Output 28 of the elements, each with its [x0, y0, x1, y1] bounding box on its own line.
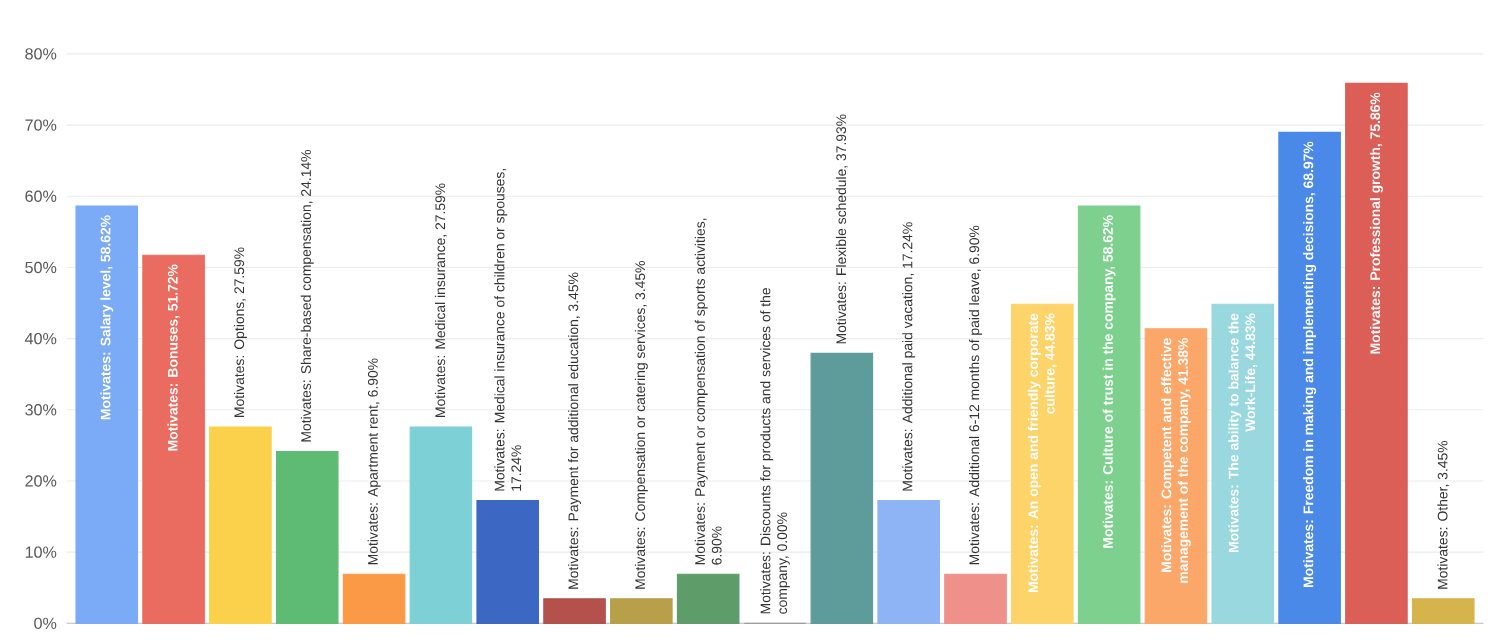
y-tick-label: 30% — [25, 404, 57, 416]
bar — [1278, 131, 1341, 624]
bar — [1011, 303, 1074, 624]
bar — [610, 598, 673, 624]
y-tick-label: 0% — [34, 617, 57, 630]
bar — [142, 254, 205, 624]
bar — [476, 500, 540, 624]
bar — [877, 500, 940, 624]
bar — [209, 426, 272, 624]
bar — [543, 598, 606, 624]
bar — [676, 573, 740, 624]
bar — [75, 205, 139, 624]
y-tick-label: 20% — [25, 475, 57, 487]
bar — [944, 573, 1007, 624]
y-tick-label: 60% — [25, 190, 57, 202]
bar — [1345, 82, 1408, 624]
y-tick-label: 40% — [24, 332, 57, 345]
y-tick-label: 50% — [25, 261, 57, 274]
bar — [1211, 303, 1275, 624]
bar — [409, 426, 473, 624]
bar — [342, 573, 406, 624]
bar — [1077, 205, 1141, 624]
bar — [275, 450, 339, 624]
bar — [1411, 598, 1475, 624]
bar — [810, 352, 874, 624]
y-tick-label: 70% — [25, 119, 57, 131]
y-tick-label: 80% — [25, 48, 57, 60]
y-tick-label: 10% — [25, 546, 57, 558]
